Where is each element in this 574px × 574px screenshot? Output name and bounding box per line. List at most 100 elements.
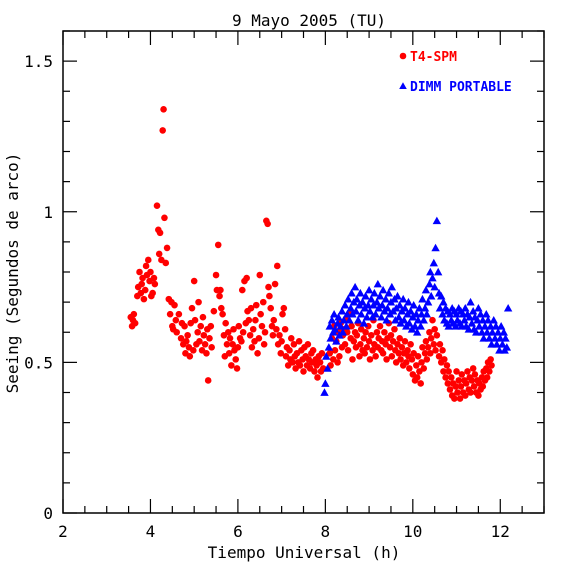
- data-point: [343, 294, 353, 303]
- data-point: [376, 322, 384, 330]
- x-tick-label: 4: [146, 522, 156, 541]
- data-points: [127, 106, 513, 402]
- data-point: [331, 347, 339, 354]
- data-point: [248, 344, 256, 351]
- data-point: [381, 294, 390, 303]
- data-point: [323, 364, 332, 372]
- data-point: [326, 334, 335, 342]
- data-point: [194, 328, 201, 336]
- data-point: [445, 309, 455, 318]
- data-point: [498, 340, 507, 348]
- data-point: [356, 353, 363, 360]
- data-point: [280, 304, 288, 312]
- data-point: [261, 328, 269, 336]
- data-point: [206, 334, 213, 342]
- data-point: [340, 300, 350, 309]
- legend-label: DIMM PORTABLE: [410, 80, 512, 95]
- data-point: [421, 285, 431, 294]
- data-point: [382, 316, 391, 324]
- data-point: [371, 309, 380, 318]
- data-point: [487, 356, 494, 363]
- data-point: [461, 303, 470, 312]
- data-point: [212, 271, 220, 279]
- data-point: [207, 322, 215, 330]
- data-point: [347, 288, 356, 297]
- data-point: [324, 343, 334, 351]
- data-point: [130, 310, 138, 318]
- data-point: [479, 383, 487, 390]
- data-point: [469, 365, 477, 372]
- data-point: [436, 341, 444, 348]
- data-point: [155, 250, 163, 258]
- data-point: [391, 325, 398, 333]
- legend: T4-SPM DIMM PORTABLE: [399, 50, 512, 95]
- data-point: [378, 285, 388, 294]
- data-point: [419, 316, 428, 324]
- data-point: [217, 304, 225, 312]
- data-point: [435, 353, 443, 360]
- data-point: [311, 368, 318, 375]
- data-point: [266, 292, 273, 300]
- data-point: [350, 282, 360, 291]
- data-point: [407, 341, 414, 348]
- data-point: [362, 312, 372, 321]
- data-point: [238, 337, 245, 345]
- series-dimm-portable: [320, 216, 513, 396]
- data-point: [488, 328, 497, 336]
- data-point: [398, 294, 408, 303]
- data-point: [201, 341, 209, 348]
- data-point: [287, 334, 295, 342]
- data-point: [402, 359, 410, 366]
- data-point: [462, 380, 470, 387]
- data-point: [329, 309, 339, 318]
- data-point: [131, 319, 139, 327]
- data-point: [379, 350, 387, 357]
- data-point: [195, 298, 202, 306]
- data-point: [378, 300, 387, 309]
- data-point: [366, 356, 374, 363]
- data-point: [160, 106, 167, 113]
- data-point: [395, 350, 403, 357]
- data-point: [502, 343, 512, 351]
- y-tick-label: 1.5: [24, 52, 53, 71]
- data-point: [254, 350, 261, 357]
- data-point: [364, 285, 374, 294]
- data-point: [204, 377, 212, 384]
- data-point: [171, 301, 178, 309]
- data-point: [327, 316, 337, 324]
- data-point: [437, 291, 446, 300]
- data-point: [337, 306, 347, 315]
- data-point: [357, 341, 364, 348]
- data-point: [479, 334, 488, 342]
- data-point: [151, 280, 159, 288]
- data-point: [314, 374, 321, 381]
- data-point: [264, 220, 271, 228]
- data-point: [229, 341, 236, 348]
- data-point: [468, 377, 476, 384]
- data-point: [415, 303, 424, 312]
- data-point: [381, 328, 388, 336]
- data-point: [142, 262, 150, 270]
- data-point: [430, 341, 438, 348]
- data-point: [339, 316, 348, 324]
- data-point: [405, 319, 414, 327]
- data-point: [159, 127, 166, 134]
- data-point: [245, 316, 253, 324]
- data-point: [173, 328, 180, 336]
- data-point: [420, 303, 430, 312]
- data-point: [408, 356, 416, 363]
- data-point: [398, 344, 406, 351]
- data-point: [455, 377, 463, 384]
- data-point: [322, 352, 331, 360]
- data-point: [342, 322, 351, 330]
- data-point: [424, 344, 432, 351]
- data-point: [483, 316, 493, 324]
- data-point: [409, 300, 418, 309]
- axis-ticks: [62, 30, 545, 514]
- data-point: [471, 371, 479, 378]
- data-point: [361, 291, 370, 300]
- data-point: [255, 334, 263, 342]
- y-tick-label: 0: [43, 504, 53, 523]
- data-point: [334, 312, 343, 321]
- data-point: [270, 316, 278, 324]
